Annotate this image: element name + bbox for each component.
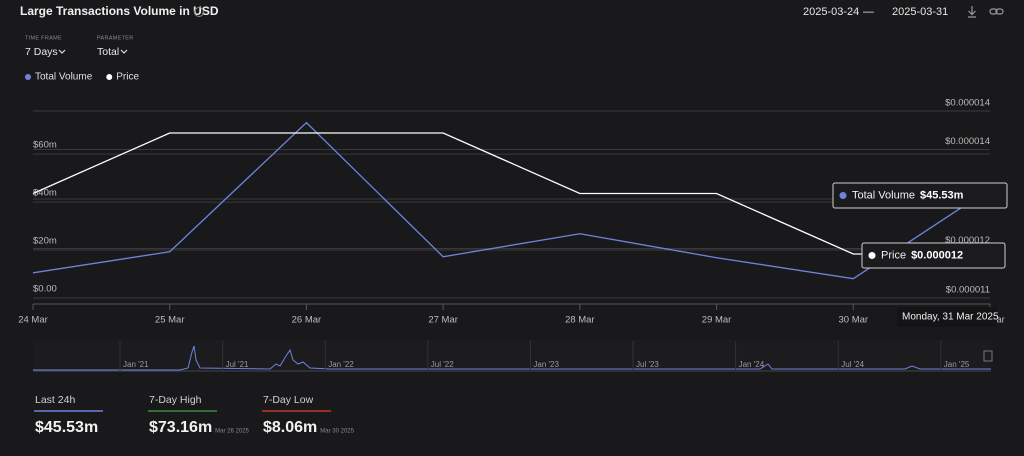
stat-value: $8.06m (263, 419, 317, 436)
legend-marker (106, 74, 113, 80)
tooltip-marker (839, 192, 847, 199)
timeframe-select[interactable]: 7 Days (25, 46, 58, 58)
navigator-label: Jan '21 (123, 360, 149, 369)
legend-marker (25, 74, 31, 80)
y-tick-label: $40m (33, 188, 57, 199)
stat-label: Last 24h (35, 394, 75, 406)
y-tick-label: $0.00 (33, 284, 57, 295)
parameter-select[interactable]: Total (97, 46, 119, 58)
navigator-label: Jul '24 (841, 360, 864, 369)
tooltip-box (832, 182, 1008, 209)
x-tick-label: 28 Mar (565, 315, 595, 326)
series-line (32, 132, 990, 255)
navigator-label: Jan '23 (533, 360, 559, 369)
navigator-label: Jul '23 (636, 360, 659, 369)
dropdown-caret (58, 49, 66, 54)
dropdown-caret (120, 49, 128, 54)
tooltip-name: Total Volume (852, 189, 915, 201)
x-tick-label: 29 Mar (702, 315, 732, 326)
y-tick-label: $60m (33, 140, 57, 151)
download-icon[interactable] (968, 6, 976, 18)
y2-tick-label: $0.000012 (945, 235, 990, 246)
link-icon[interactable] (989, 8, 1004, 15)
timeframe-label: TIME FRAME (25, 35, 62, 41)
navigator-label: Jan '24 (739, 360, 765, 369)
x-tick-label: 27 Mar (428, 315, 458, 326)
tooltip-value: $0.000012 (911, 249, 963, 261)
y2-tick-label: $0.000014 (945, 136, 990, 147)
tooltip-date: Monday, 31 Mar 2025 (902, 312, 999, 323)
legend-label[interactable]: Total Volume (35, 72, 93, 83)
tooltip-date-box (897, 307, 997, 327)
parameter-label: PARAMETER (97, 35, 134, 41)
date-to[interactable]: 2025-03-31 (892, 6, 948, 18)
stat-label: 7-Day Low (263, 394, 314, 406)
stat-date: Mar 30 2025 (320, 429, 354, 435)
stat-value: $45.53m (35, 419, 98, 436)
stat-label: 7-Day High (149, 394, 202, 406)
navigator-label: Jul '21 (226, 360, 249, 369)
series-line (32, 121, 991, 280)
navigator-label: Jul '22 (431, 360, 454, 369)
plot: $0.00 $20m $40m $60m $0.000011 $0.000012 $0.00… (18, 98, 1008, 327)
y2-tick-label: $0.000011 (946, 285, 990, 296)
navigator: Jan '21 Jul '21 Jan '22 Jul '22 Jan '23 Jul '… (33, 340, 993, 372)
tooltip-marker (868, 252, 876, 259)
navigator-label: Jan '25 (944, 360, 970, 369)
date-from[interactable]: 2025-03-24 (803, 6, 859, 18)
date-separator: — (863, 6, 874, 18)
chart-title: Large Transactions Volume in USD (20, 4, 219, 18)
x-tick-label: 30 Mar (838, 315, 868, 326)
x-tick-label: 26 Mar (292, 315, 322, 326)
stat-value: $73.16m (149, 419, 212, 436)
tooltip-value: $45.53m (920, 189, 964, 201)
navigator-area (33, 340, 991, 372)
tooltip-box (861, 242, 1006, 269)
y2-tick-label: $0.000014 (945, 98, 990, 109)
navigator-label: Jan '22 (328, 360, 354, 369)
legend-label[interactable]: Price (116, 72, 139, 83)
stats: Last 24h $45.53m 7-Day High $73.16m Mar 26 2… (34, 394, 355, 436)
stat-date: Mar 26 2025 (215, 429, 249, 435)
x-tick-label: 24 Mar (18, 315, 48, 326)
x-tick-label: 25 Mar (155, 315, 185, 326)
tooltip-name: Price (881, 249, 906, 261)
help-icon[interactable] (194, 7, 204, 17)
navigator-handle[interactable] (983, 350, 993, 362)
navigator-line (33, 345, 991, 371)
y-tick-label: $20m (33, 236, 57, 247)
legend: Total Volume Price (25, 72, 139, 83)
